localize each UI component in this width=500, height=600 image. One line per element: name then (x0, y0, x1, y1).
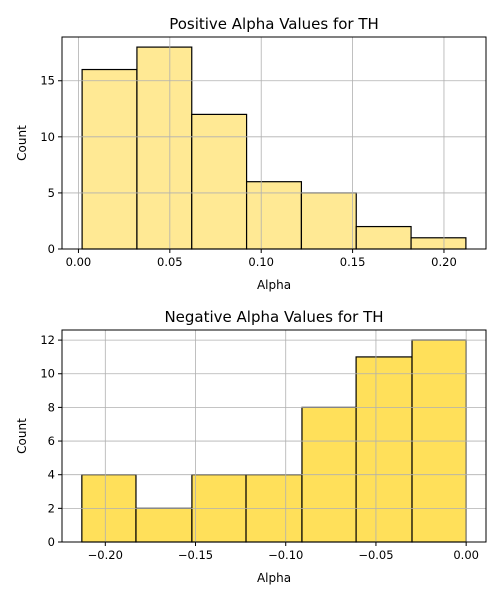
positive-chart-title: Positive Alpha Values for TH (169, 15, 379, 33)
positive-xtick-label-0: 0.00 (66, 255, 92, 269)
negative-ytick-label-0: 0 (48, 535, 55, 549)
positive-y-axis-label: Count (15, 125, 29, 161)
positive-bar-1 (136, 46, 193, 250)
positive-xtick-label-2: 0.10 (248, 255, 274, 269)
negative-y-axis-label: Count (15, 418, 29, 454)
negative-xtick-label-1: −0.15 (178, 548, 213, 562)
negative-xtick-label-0: −0.20 (88, 548, 123, 562)
positive-ytick-label-3: 15 (40, 74, 55, 88)
negative-ytick-label-6: 12 (40, 333, 55, 347)
negative-ytick-label-3: 6 (48, 434, 55, 448)
positive-ytick-label-2: 10 (40, 130, 55, 144)
negative-bar-1 (135, 507, 193, 543)
negative-x-axis-label: Alpha (257, 571, 291, 585)
positive-x-axis-label: Alpha (257, 278, 291, 292)
negative-xtick-label-2: −0.10 (268, 548, 303, 562)
positive-ytick-label-0: 0 (48, 242, 55, 256)
negative-ytick-label-5: 10 (40, 367, 55, 381)
positive-bar-5 (355, 225, 412, 250)
positive-bar-4 (300, 192, 357, 250)
positive-alpha-chart: 0.00 0.05 0.10 0.15 0.20 0 5 10 15 Positive Alpha… (15, 15, 487, 292)
negative-bar-5 (355, 356, 413, 543)
positive-bar-2 (191, 113, 248, 250)
negative-ytick-label-2: 4 (48, 468, 55, 482)
negative-xtick-label-4: 0.00 (453, 548, 479, 562)
negative-plot-frame (61, 329, 487, 543)
positive-ytick-label-1: 5 (48, 186, 55, 200)
positive-xtick-label-1: 0.05 (157, 255, 183, 269)
negative-alpha-chart: −0.20 −0.15 −0.10 −0.05 0.00 0 2 4 6 8 10 12 Negativ… (15, 308, 487, 585)
negative-ytick-label-1: 2 (48, 501, 55, 515)
positive-bar-3 (245, 181, 303, 250)
negative-xtick-label-3: −0.05 (358, 548, 393, 562)
negative-chart-title: Negative Alpha Values for TH (164, 308, 383, 326)
positive-bars (81, 46, 467, 250)
positive-xtick-label-4: 0.20 (431, 255, 457, 269)
positive-xtick-label-3: 0.15 (340, 255, 366, 269)
positive-bar-6 (410, 237, 467, 250)
positive-bar-0 (81, 68, 138, 250)
positive-plot-frame (61, 36, 487, 250)
negative-ytick-label-4: 8 (48, 400, 55, 414)
